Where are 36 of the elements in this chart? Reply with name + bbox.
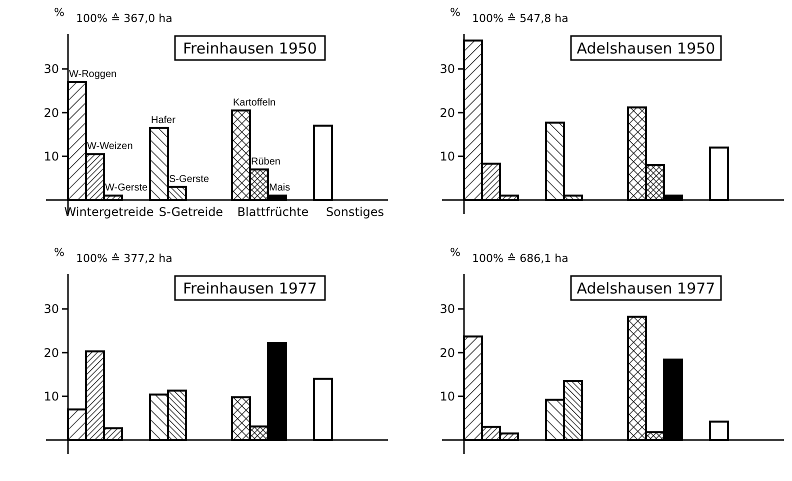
chart-title: Adelshausen 1950 <box>576 39 716 58</box>
x-tick-label: Wintergetreide <box>64 205 154 219</box>
y-tick-label: 20 <box>440 346 455 360</box>
chart-title: Adelshausen 1977 <box>576 279 716 298</box>
annotation: W-Gerste <box>105 182 148 194</box>
y-tick-label: 10 <box>44 150 59 164</box>
text: 100% ≙ 377,2 ha <box>76 252 172 265</box>
y-tick-label: 20 <box>440 106 455 120</box>
x-tick-label: Sonstiges <box>326 205 384 219</box>
y-tick-label: 10 <box>440 150 455 164</box>
annotation: W-Roggen <box>69 69 117 80</box>
y-axis-title: % <box>54 6 64 19</box>
y-axis-title: % <box>450 6 460 19</box>
y-axis-title: % <box>54 246 64 259</box>
y-tick-label: 20 <box>44 346 59 360</box>
y-tick-label: 30 <box>44 302 59 316</box>
chart-title: Freinhausen 1950 <box>183 39 317 58</box>
y-tick-label: 30 <box>440 62 455 76</box>
y-axis-title: % <box>450 246 460 259</box>
text: 100% ≙ 547,8 ha <box>472 12 568 25</box>
x-tick-label: S-Getreide <box>158 205 224 219</box>
y-tick-label: 10 <box>440 390 455 404</box>
annotation: S-Gerste <box>169 174 210 185</box>
y-tick-label: 10 <box>44 390 59 404</box>
y-tick-label: 20 <box>44 106 59 120</box>
text: 100% ≙ 367,0 ha <box>76 12 172 25</box>
text: 100% ≙ 686,1 ha <box>472 252 568 265</box>
y-tick-label: 30 <box>440 302 455 316</box>
x-tick-label: Blattfrüchte <box>237 205 309 219</box>
annotation: Mais <box>269 182 290 194</box>
annotation: W-Weizen <box>87 141 133 152</box>
annotation: Hafer <box>151 114 176 126</box>
y-tick-label: 30 <box>44 62 59 76</box>
annotation: Kartoffeln <box>233 97 276 108</box>
annotation: Rüben <box>251 156 280 168</box>
chart-title: Freinhausen 1977 <box>183 279 317 298</box>
